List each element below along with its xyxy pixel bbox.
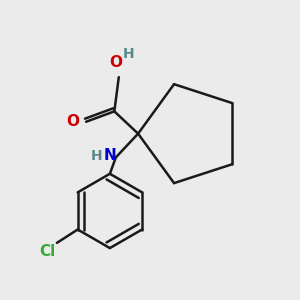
Text: H: H bbox=[91, 149, 102, 163]
Text: O: O bbox=[109, 55, 122, 70]
Text: H: H bbox=[122, 47, 134, 61]
Text: N: N bbox=[104, 148, 117, 164]
Text: O: O bbox=[67, 114, 80, 129]
Text: Cl: Cl bbox=[39, 244, 56, 260]
